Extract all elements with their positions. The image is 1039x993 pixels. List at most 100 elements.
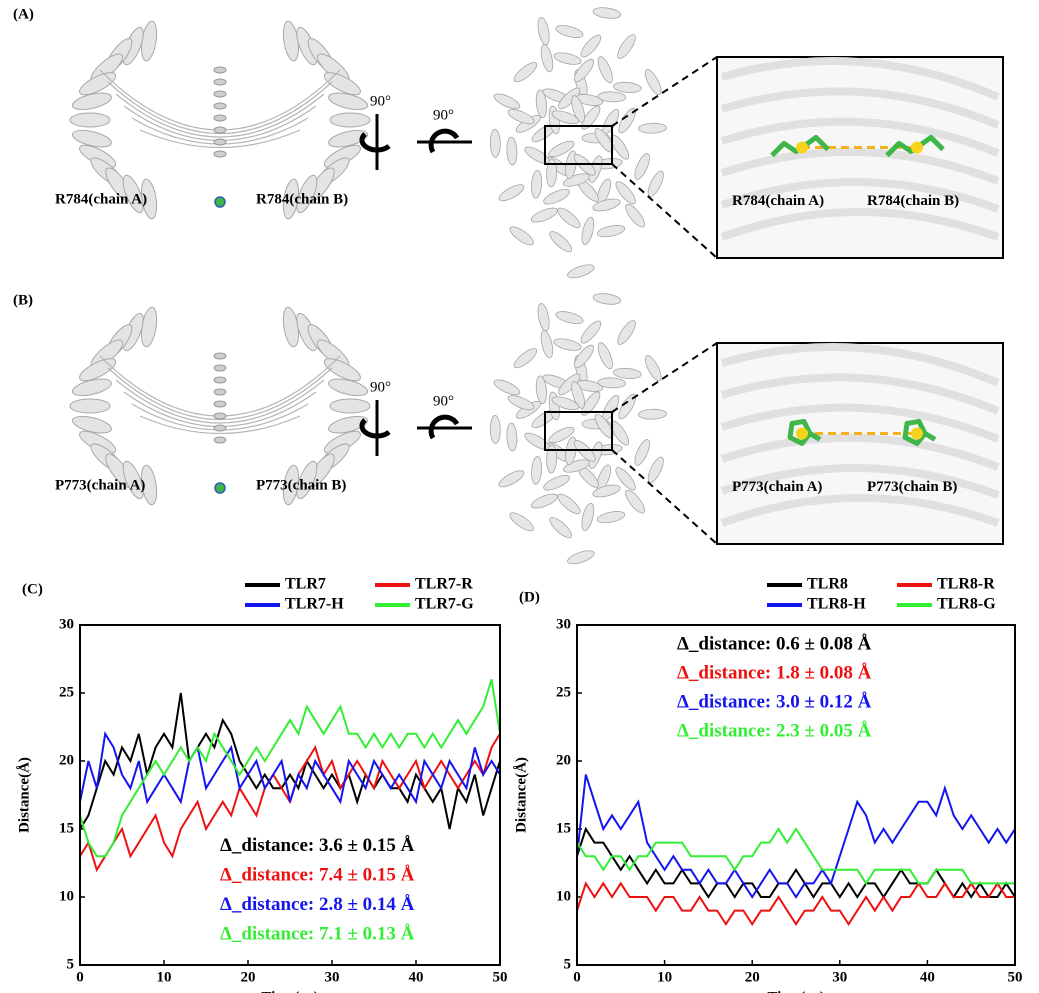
protein-side-view <box>490 6 667 281</box>
ribbon <box>632 438 653 468</box>
protein-side-view <box>490 292 667 567</box>
ribbon <box>547 515 574 541</box>
protein-front-view <box>70 306 370 506</box>
x-tick-label: 10 <box>157 969 172 985</box>
annotation: Δ_distance: 0.6 ± 0.08 Å <box>677 633 872 654</box>
ribbon <box>638 123 666 134</box>
x-tick-label: 0 <box>573 969 581 985</box>
x-tick-label: 50 <box>1008 969 1023 985</box>
residue-label: P773(chain A) <box>55 477 145 493</box>
ribbon <box>623 202 648 230</box>
ribbon <box>529 491 559 511</box>
atom-marker <box>911 427 923 439</box>
ribbon <box>547 229 574 255</box>
ribbon <box>596 509 625 525</box>
x-tick-label: 30 <box>832 969 847 985</box>
legend-label: TLR8 <box>807 576 848 593</box>
y-axis-title: Distance(Å) <box>513 757 529 833</box>
x-tick-label: 0 <box>76 969 84 985</box>
ribbon <box>592 6 621 20</box>
ribbon <box>595 55 615 85</box>
annotation: Δ_distance: 3.0 ± 0.12 Å <box>677 691 872 712</box>
rotation-label: 90° <box>433 393 454 409</box>
ribbon <box>492 377 522 398</box>
rotation-label: 90° <box>433 107 454 123</box>
series-line <box>577 883 1015 924</box>
ribbon <box>497 182 526 204</box>
annotation: Δ_distance: 7.4 ± 0.15 Å <box>220 864 415 885</box>
ribbon <box>511 346 539 371</box>
x-tick-label: 10 <box>657 969 672 985</box>
legend-label: TLR8-R <box>937 576 995 593</box>
helix <box>214 413 226 419</box>
series-line <box>80 693 500 829</box>
ribbon <box>492 91 522 112</box>
x-tick-label: 20 <box>745 969 760 985</box>
atom-marker <box>796 141 808 153</box>
annotation: Δ_distance: 1.8 ± 0.08 Å <box>677 662 872 683</box>
y-tick-label: 5 <box>564 956 572 972</box>
panel-label: (C) <box>22 581 43 597</box>
ribbon <box>580 502 596 532</box>
helix <box>214 91 226 97</box>
ribbon <box>555 309 585 326</box>
ribbon <box>592 292 621 306</box>
ribbon <box>638 409 666 420</box>
zoom-residue-label: P773(chain A) <box>732 479 822 495</box>
ribbon <box>507 510 536 534</box>
ribbon <box>596 223 625 239</box>
ribbon <box>531 170 543 199</box>
x-axis-title: Time(ns) <box>767 989 824 993</box>
annotation: Δ_distance: 2.3 ± 0.05 Å <box>677 720 872 741</box>
zoom-residue-label: R784(chain B) <box>867 193 959 209</box>
rotation-symbol <box>362 114 472 170</box>
ribbon <box>642 353 664 382</box>
y-tick-label: 5 <box>67 956 75 972</box>
ribbon <box>506 137 517 165</box>
ribbon <box>539 329 555 359</box>
x-tick-label: 50 <box>493 969 508 985</box>
ribbon <box>642 67 664 96</box>
helix <box>214 115 226 121</box>
ribbon <box>506 423 517 451</box>
x-tick-label: 40 <box>920 969 935 985</box>
ribbon <box>566 262 596 281</box>
protein-front-view <box>70 20 370 220</box>
ribbon <box>330 113 370 127</box>
ribbon <box>70 113 110 127</box>
panel-label: (A) <box>13 6 34 22</box>
ribbon <box>555 205 583 231</box>
ribbon <box>511 60 539 85</box>
ribbon <box>531 456 543 485</box>
series-line <box>577 775 1015 897</box>
legend-label: TLR7-H <box>285 596 344 613</box>
ribbon <box>580 216 596 246</box>
ribbon <box>490 129 500 157</box>
residue <box>215 483 225 493</box>
residue-label: P773(chain B) <box>256 477 346 493</box>
ribbon <box>555 491 583 517</box>
ribbon <box>539 43 555 73</box>
ribbon <box>645 169 666 199</box>
y-tick-label: 10 <box>556 888 571 904</box>
ribbon <box>613 367 642 379</box>
ribbon <box>553 337 583 353</box>
helix <box>214 401 226 407</box>
y-tick-label: 20 <box>556 752 571 768</box>
ribbon <box>497 468 526 490</box>
ribbon <box>615 32 639 61</box>
helix <box>214 353 226 359</box>
y-tick-label: 15 <box>556 820 571 836</box>
y-tick-label: 25 <box>59 684 74 700</box>
y-tick-label: 25 <box>556 684 571 700</box>
ribbon <box>536 302 551 331</box>
x-tick-label: 20 <box>241 969 256 985</box>
zoom-residue-label: R784(chain A) <box>732 193 824 209</box>
ribbon <box>566 548 596 567</box>
figure: (A)R784(chain A)R784(chain B)90°90°R784(… <box>0 0 1039 993</box>
helix <box>214 365 226 371</box>
x-tick-label: 40 <box>409 969 424 985</box>
ribbon <box>542 186 572 207</box>
ribbon <box>595 341 615 371</box>
x-tick-label: 30 <box>325 969 340 985</box>
